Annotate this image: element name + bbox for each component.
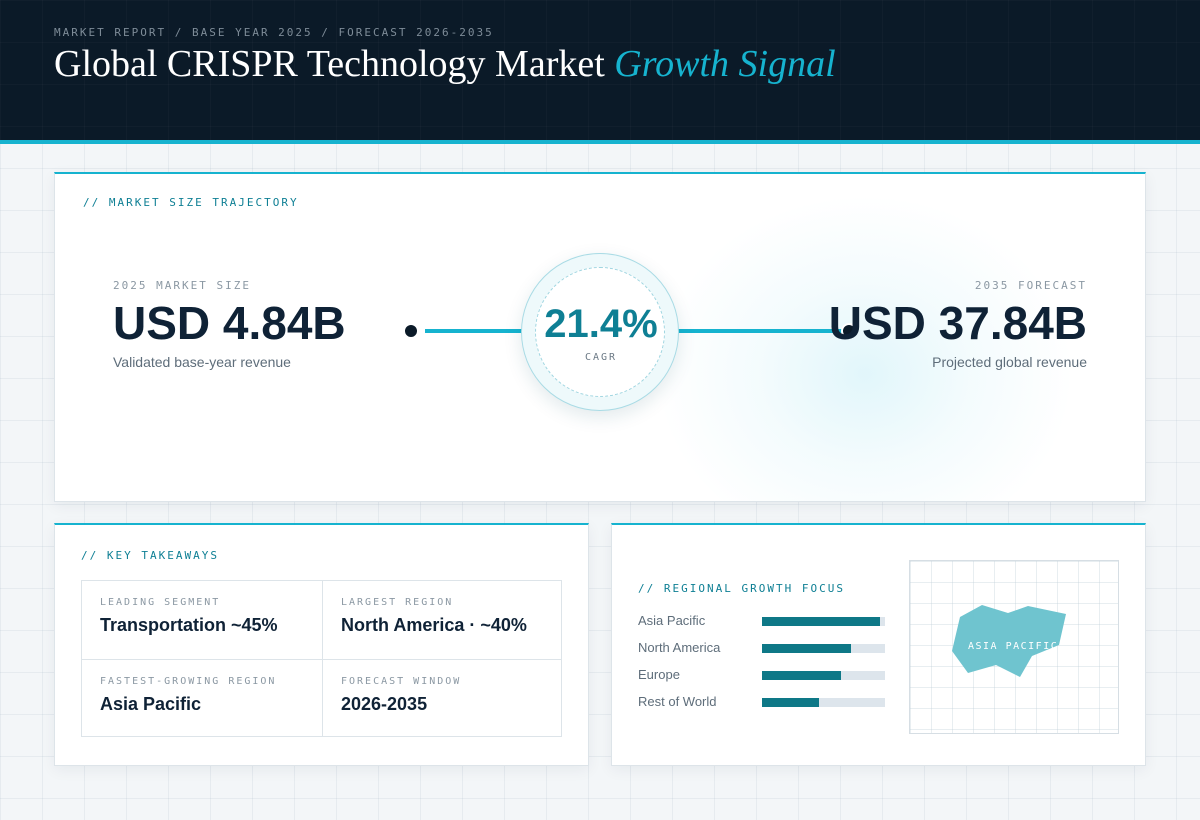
key-takeaways-panel: // KEY TAKEAWAYS LEADING SEGMENT Transpo… [54,523,589,766]
asia-pacific-map-icon [952,605,1066,677]
region-bar-north-america: North America [638,640,888,656]
takeaway-fastest-growing-region: FASTEST-GROWING REGION Asia Pacific [82,659,322,737]
market-size-trajectory-panel: // MARKET SIZE TRAJECTORY 2025 MARKET SI… [54,172,1146,502]
forecast-glow [655,194,1075,501]
takeaways-panel-label: // KEY TAKEAWAYS [81,549,219,562]
page-title-accent: Growth Signal [614,43,836,85]
region-bar-track [762,617,885,626]
cagr-value: 21.4% [544,302,658,346]
page-title: Global CRISPR Technology Market Growth S… [54,42,836,86]
base-year-caption: 2025 MARKET SIZE [113,279,251,292]
region-bar-fill [762,644,851,653]
region-name: North America [638,640,721,655]
forecast-subtitle: Projected global revenue [932,354,1087,370]
region-bar-track [762,644,885,653]
region-bar-fill [762,671,841,680]
takeaway-value: Asia Pacific [100,694,202,714]
region-bar-rest-of-world: Rest of World [638,694,888,710]
base-year-subtitle: Validated base-year revenue [113,354,291,370]
forecast-caption: 2035 FORECAST [974,279,1087,292]
forecast-value: USD 37.84B [828,297,1087,349]
region-bar-europe: Europe [638,667,888,683]
region-bar-track [762,698,885,707]
cagr-badge-inner: 21.4% CAGR [535,267,665,397]
region-bar-asia-pacific: Asia Pacific [638,613,888,629]
takeaway-caption: FORECAST WINDOW [341,676,462,687]
takeaway-caption: LEADING SEGMENT [100,597,221,608]
regional-growth-panel: // REGIONAL GROWTH FOCUS Asia Pacific No… [611,523,1146,766]
region-bar-fill [762,617,881,626]
base-year-value: USD 4.84B [113,297,346,349]
takeaway-caption: FASTEST-GROWING REGION [100,676,277,687]
region-name: Asia Pacific [638,613,706,628]
takeaway-leading-segment: LEADING SEGMENT Transportation ~45% [82,581,322,659]
takeaway-value: 2026-2035 [341,694,428,714]
takeaway-value: North America · ~40% [341,615,527,635]
takeaway-value: Transportation ~45% [100,615,278,635]
region-name: Rest of World [638,694,717,709]
takeaway-caption: LARGEST REGION [341,597,454,608]
region-bar-track [762,671,885,680]
report-breadcrumb: MARKET REPORT / BASE YEAR 2025 / FORECAS… [54,26,494,39]
map-region-label: ASIA PACIFIC [968,641,1059,652]
region-name: Europe [638,667,680,682]
takeaway-forecast-window: FORECAST WINDOW 2026-2035 [322,659,562,737]
takeaway-largest-region: LARGEST REGION North America · ~40% [322,581,562,659]
trajectory-start-dot [403,323,419,339]
report-header: MARKET REPORT / BASE YEAR 2025 / FORECAS… [0,0,1200,144]
cagr-badge: 21.4% CAGR [521,253,679,411]
regional-panel-label: // REGIONAL GROWTH FOCUS [638,582,845,595]
cagr-label: CAGR [584,352,618,363]
takeaways-grid: LEADING SEGMENT Transportation ~45% LARG… [81,580,562,737]
trajectory-panel-label: // MARKET SIZE TRAJECTORY [83,196,299,209]
region-map: ASIA PACIFIC [909,560,1119,734]
region-bar-fill [762,698,819,707]
page-title-main: Global CRISPR Technology Market [54,43,605,85]
trajectory-end-dot [841,323,857,339]
